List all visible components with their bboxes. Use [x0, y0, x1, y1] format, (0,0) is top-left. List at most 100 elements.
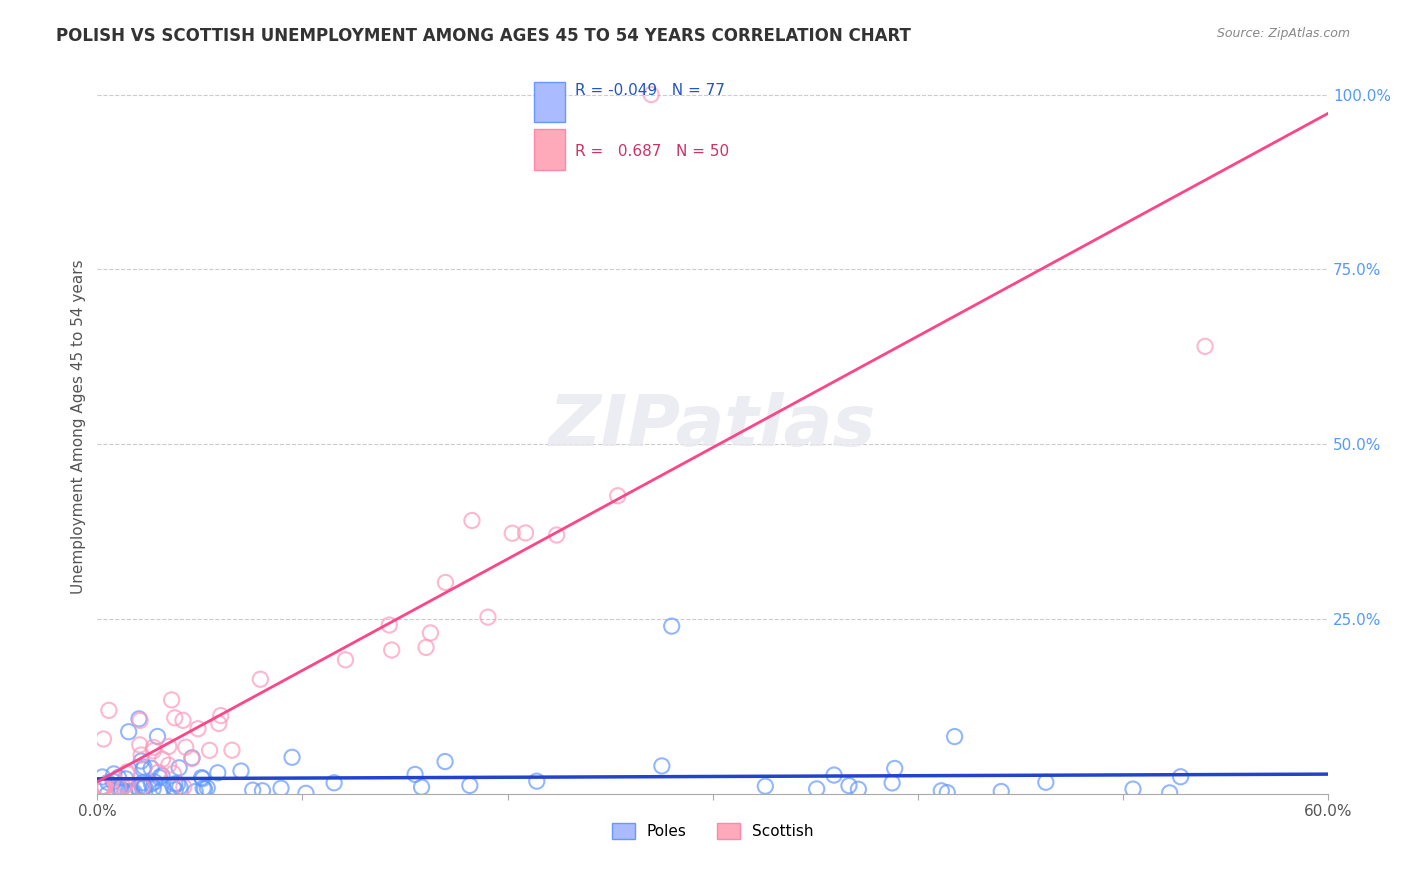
- Scottish: [501, 526, 523, 541]
- Poles: [162, 780, 184, 794]
- Poles: [150, 769, 173, 783]
- Scottish: [477, 610, 499, 624]
- Poles: [141, 777, 163, 791]
- Poles: [823, 768, 845, 782]
- Poles: [148, 771, 170, 785]
- Scottish: [142, 744, 165, 758]
- Poles: [195, 780, 218, 795]
- Scottish: [419, 626, 441, 640]
- Poles: [101, 774, 124, 789]
- Poles: [132, 762, 155, 776]
- Poles: [122, 785, 145, 799]
- Poles: [115, 772, 138, 786]
- Scottish: [114, 778, 136, 792]
- Poles: [107, 781, 129, 796]
- Scottish: [172, 714, 194, 728]
- Poles: [242, 783, 264, 797]
- Scottish: [209, 708, 232, 723]
- Poles: [191, 781, 214, 796]
- Poles: [323, 776, 346, 790]
- Scottish: [162, 766, 184, 780]
- Poles: [152, 781, 174, 796]
- Poles: [1159, 786, 1181, 800]
- Scottish: [335, 653, 357, 667]
- Poles: [943, 730, 966, 744]
- Poles: [434, 755, 457, 769]
- Scottish: [157, 739, 180, 754]
- Poles: [167, 761, 190, 775]
- Poles: [114, 785, 136, 799]
- Scottish: [157, 758, 180, 772]
- Poles: [184, 784, 207, 798]
- Poles: [118, 785, 141, 799]
- Poles: [458, 779, 481, 793]
- Scottish: [515, 525, 537, 540]
- Scottish: [93, 732, 115, 747]
- Scottish: [381, 643, 404, 657]
- FancyBboxPatch shape: [534, 129, 565, 169]
- Poles: [838, 779, 860, 793]
- Poles: [143, 775, 166, 789]
- Poles: [166, 777, 188, 791]
- Text: R = -0.049   N = 77: R = -0.049 N = 77: [575, 83, 724, 98]
- Poles: [207, 765, 229, 780]
- Scottish: [180, 751, 202, 765]
- Poles: [1170, 770, 1192, 784]
- Poles: [163, 777, 186, 791]
- Poles: [295, 786, 318, 800]
- Poles: [931, 784, 953, 798]
- Scottish: [107, 780, 129, 794]
- Poles: [165, 782, 187, 797]
- Poles: [131, 754, 153, 768]
- Poles: [661, 619, 683, 633]
- Poles: [103, 767, 125, 781]
- Poles: [128, 712, 150, 726]
- Poles: [127, 780, 149, 795]
- Poles: [526, 774, 548, 789]
- Poles: [121, 786, 143, 800]
- Y-axis label: Unemployment Among Ages 45 to 54 years: Unemployment Among Ages 45 to 54 years: [72, 260, 86, 594]
- Scottish: [174, 740, 197, 755]
- Poles: [121, 784, 143, 798]
- Scottish: [152, 752, 174, 766]
- Scottish: [173, 780, 195, 794]
- Scottish: [129, 714, 152, 728]
- Poles: [107, 770, 129, 784]
- Scottish: [128, 738, 150, 752]
- Scottish: [90, 780, 112, 794]
- Scottish: [415, 640, 437, 655]
- Scottish: [148, 765, 170, 780]
- Poles: [281, 750, 304, 764]
- Poles: [97, 775, 120, 789]
- Scottish: [208, 716, 231, 731]
- Text: Source: ZipAtlas.com: Source: ZipAtlas.com: [1216, 27, 1350, 40]
- Poles: [848, 782, 870, 797]
- Poles: [118, 724, 141, 739]
- Poles: [132, 760, 155, 774]
- Scottish: [112, 780, 135, 794]
- Poles: [229, 764, 252, 778]
- Scottish: [187, 722, 209, 736]
- Poles: [806, 781, 828, 796]
- Poles: [96, 787, 118, 801]
- Poles: [132, 780, 155, 795]
- Poles: [882, 776, 904, 790]
- Poles: [169, 780, 191, 794]
- Text: R =   0.687   N = 50: R = 0.687 N = 50: [575, 144, 730, 159]
- Poles: [193, 781, 215, 796]
- Poles: [142, 781, 165, 796]
- Scottish: [142, 740, 165, 755]
- Scottish: [640, 87, 662, 102]
- Scottish: [606, 489, 628, 503]
- Scottish: [160, 693, 183, 707]
- Scottish: [546, 528, 568, 542]
- Scottish: [434, 575, 457, 590]
- Poles: [141, 761, 163, 775]
- Poles: [117, 784, 139, 798]
- Poles: [149, 785, 172, 799]
- Poles: [181, 750, 204, 764]
- Scottish: [90, 780, 112, 794]
- Poles: [883, 761, 905, 775]
- Scottish: [249, 673, 271, 687]
- Poles: [252, 783, 274, 797]
